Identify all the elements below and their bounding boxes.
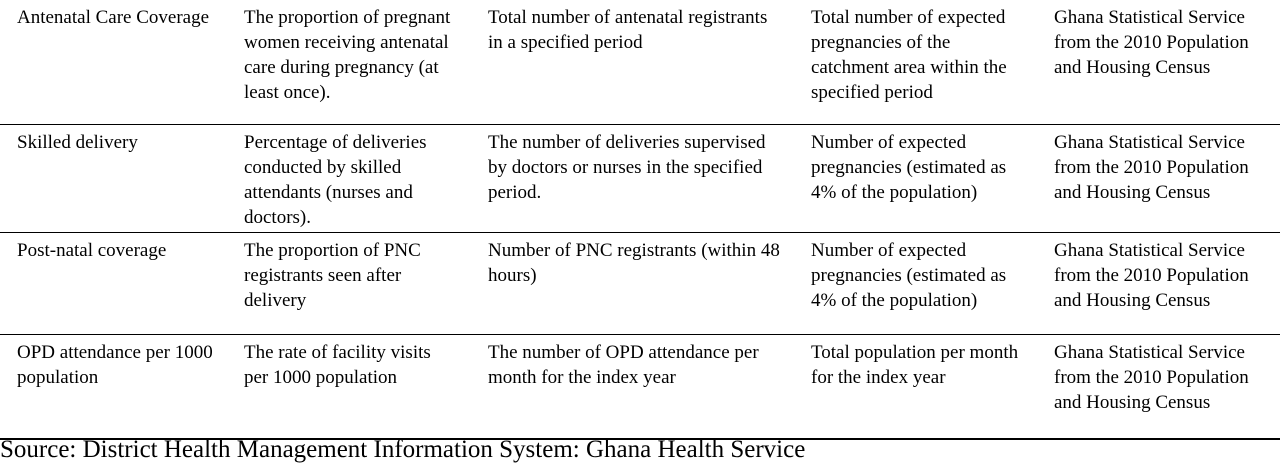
indicator-cell: OPD attendance per 1000 population bbox=[0, 334, 227, 440]
numerator-cell: The number of OPD attendance per month f… bbox=[471, 334, 794, 440]
table-row: OPD attendance per 1000 population The r… bbox=[0, 334, 1280, 440]
numerator-cell: Total number of antenatal registrants in… bbox=[471, 0, 794, 125]
definition-cell: The proportion of pregnant women receivi… bbox=[227, 0, 471, 125]
source-note: Source: District Health Management Infor… bbox=[0, 436, 806, 463]
data-source-cell: Ghana Statistical Service from the 2010 … bbox=[1037, 334, 1280, 440]
definition-cell: The rate of facility visits per 1000 pop… bbox=[227, 334, 471, 440]
numerator-cell: The number of deliveries supervised by d… bbox=[471, 124, 794, 233]
indicator-cell: Antenatal Care Coverage bbox=[0, 0, 227, 125]
definition-cell: The proportion of PNC registrants seen a… bbox=[227, 232, 471, 335]
indicator-cell: Post-natal coverage bbox=[0, 232, 227, 335]
data-source-cell: Ghana Statistical Service from the 2010 … bbox=[1037, 124, 1280, 233]
table-row: Skilled delivery Percentage of deliverie… bbox=[0, 124, 1280, 233]
definition-cell: Percentage of deliveries conducted by sk… bbox=[227, 124, 471, 233]
denominator-cell: Number of expected pregnancies (estimate… bbox=[794, 124, 1037, 233]
table-row: Antenatal Care Coverage The proportion o… bbox=[0, 0, 1280, 125]
data-source-cell: Ghana Statistical Service from the 2010 … bbox=[1037, 232, 1280, 335]
table-row: Post-natal coverage The proportion of PN… bbox=[0, 232, 1280, 335]
indicator-cell: Skilled delivery bbox=[0, 124, 227, 233]
denominator-cell: Total population per month for the index… bbox=[794, 334, 1037, 440]
denominator-cell: Number of expected pregnancies (estimate… bbox=[794, 232, 1037, 335]
denominator-cell: Total number of expected pregnancies of … bbox=[794, 0, 1037, 125]
indicator-table: Antenatal Care Coverage The proportion o… bbox=[0, 0, 1280, 440]
numerator-cell: Number of PNC registrants (within 48 hou… bbox=[471, 232, 794, 335]
indicator-table-wrapper: Antenatal Care Coverage The proportion o… bbox=[0, 0, 1280, 440]
data-source-cell: Ghana Statistical Service from the 2010 … bbox=[1037, 0, 1280, 125]
